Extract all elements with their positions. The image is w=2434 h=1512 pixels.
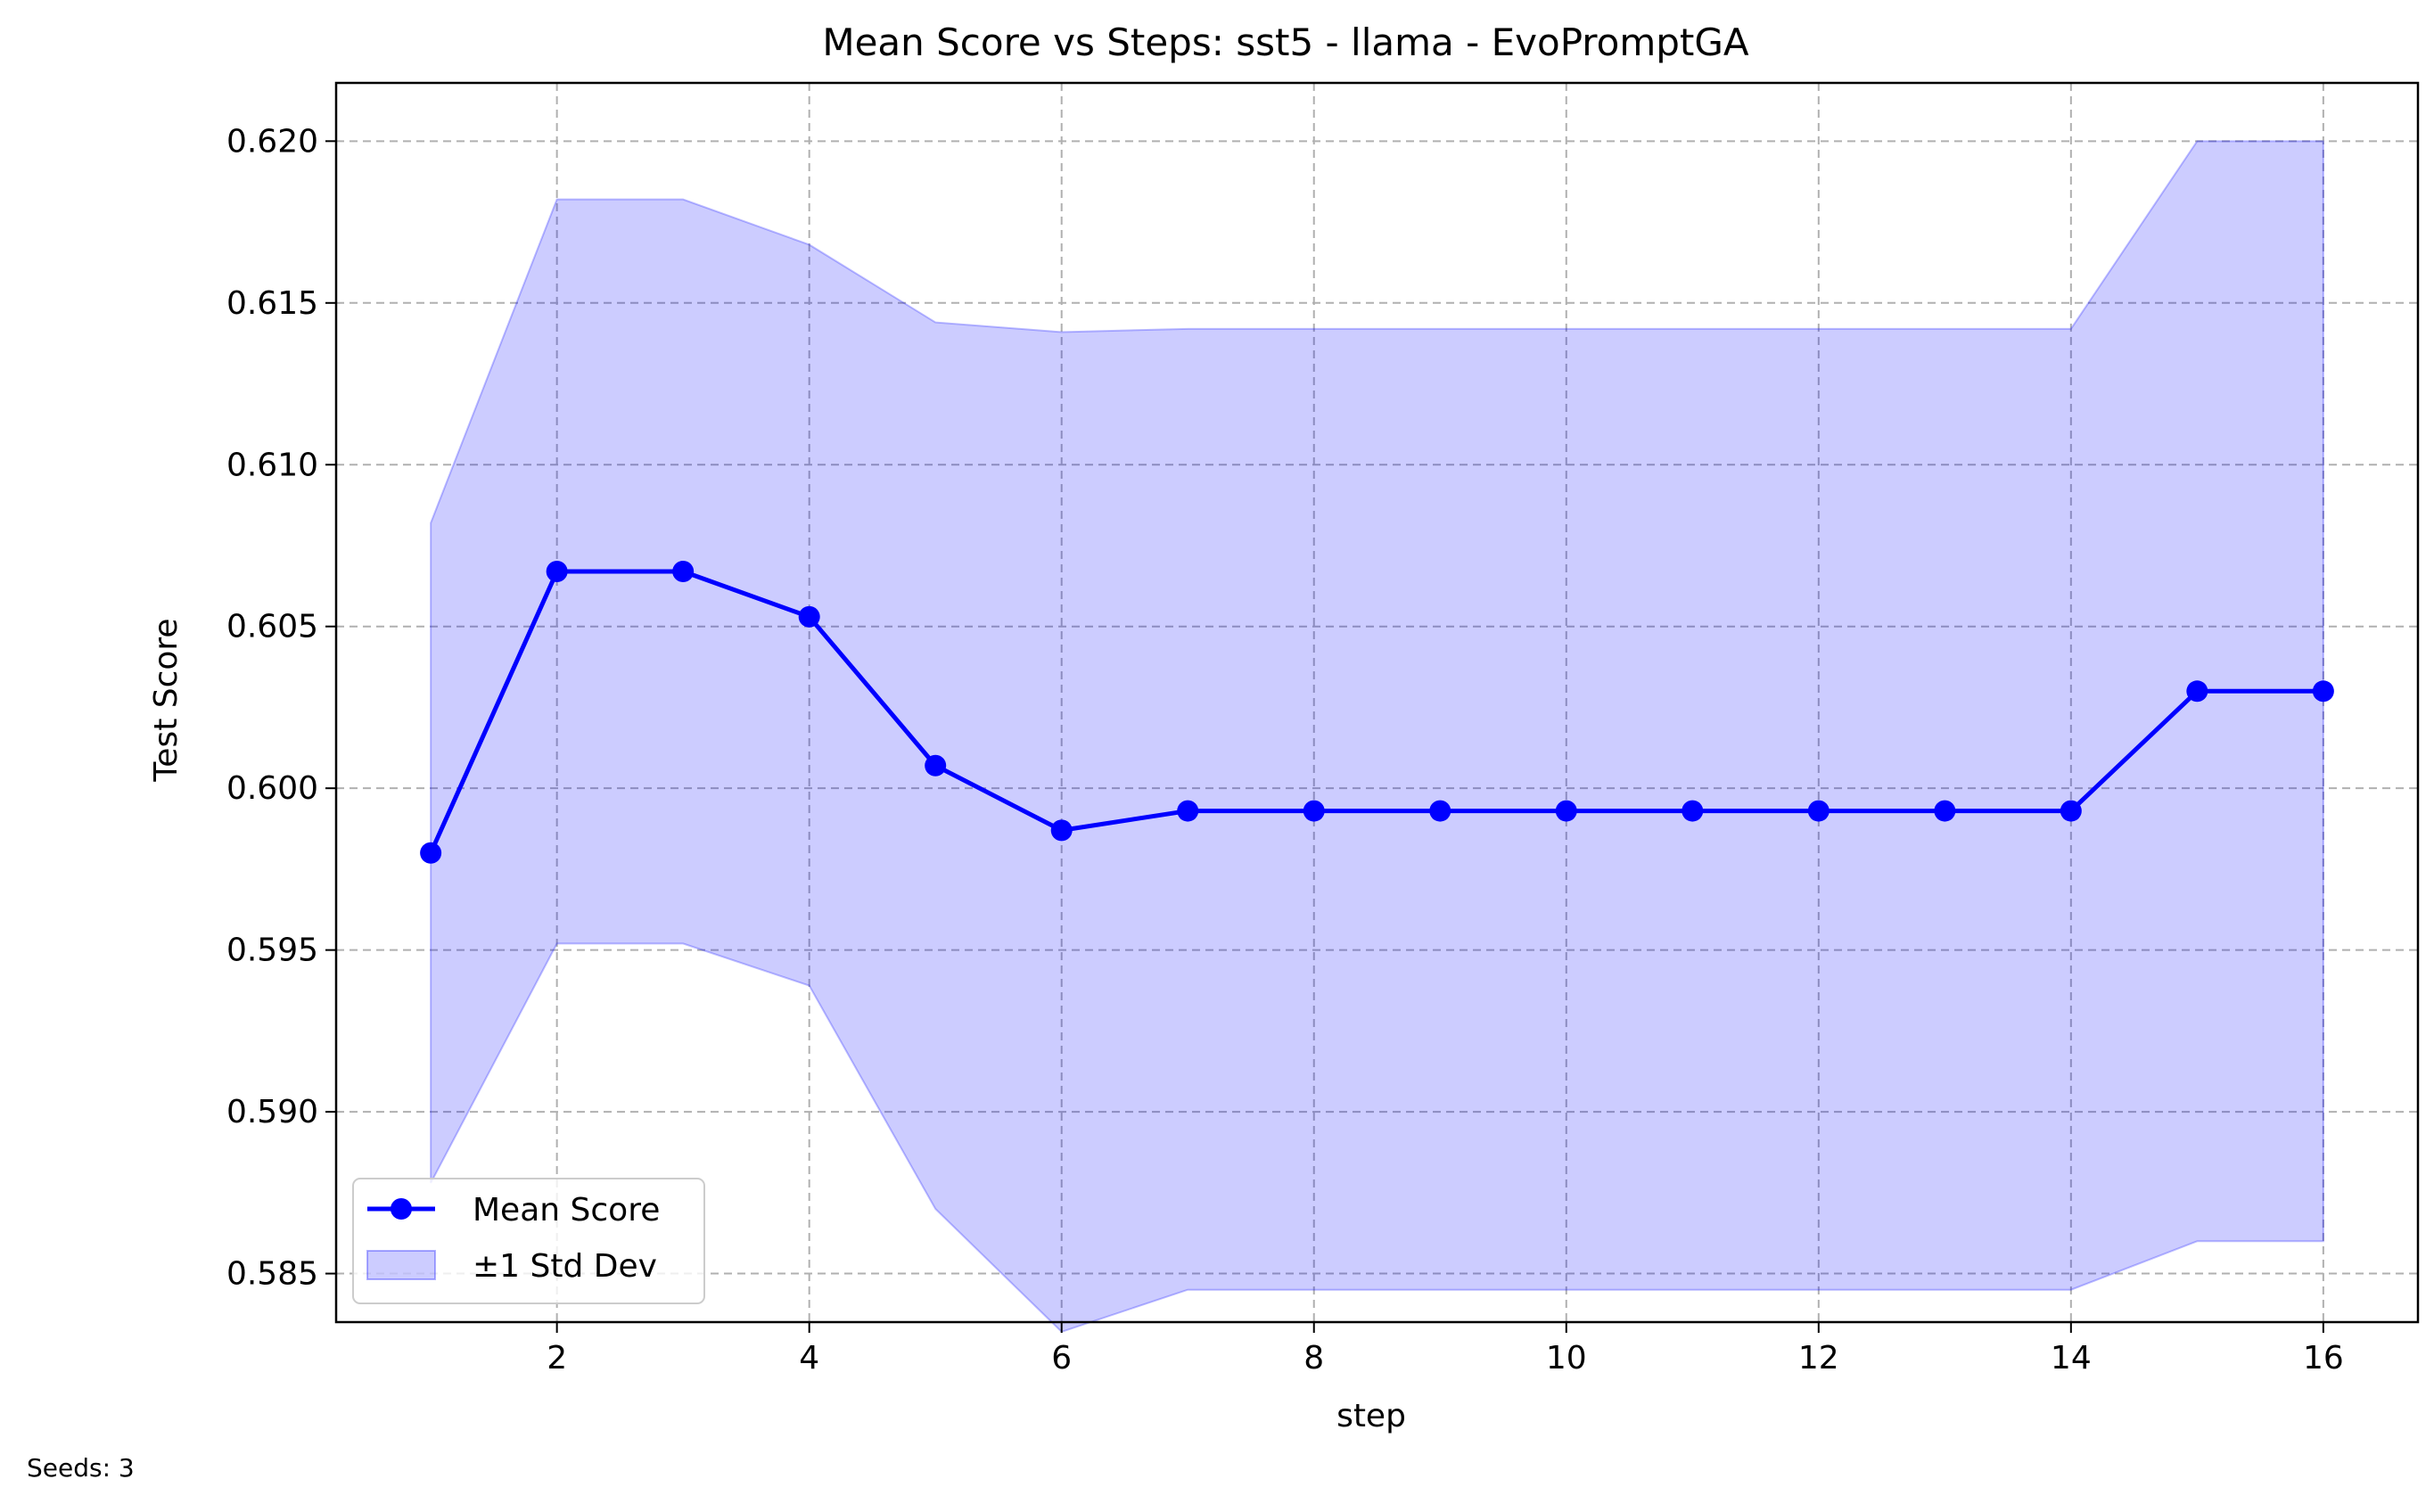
y-tick-label: 0.590 <box>226 1094 318 1130</box>
x-tick-label: 4 <box>799 1340 819 1376</box>
y-axis: 0.585 0.590 0.595 0.600 0.605 0.610 0.615 0.620 <box>226 123 336 1293</box>
legend-label-mean: Mean Score <box>473 1192 660 1228</box>
x-axis: 2 4 6 8 10 12 14 16 <box>547 1322 2344 1376</box>
mean-score-point <box>1555 800 1577 822</box>
grid-layer <box>336 83 2418 1322</box>
mean-score-point <box>1807 800 1830 822</box>
x-axis-label: step <box>1336 1398 1406 1434</box>
series-layer <box>420 561 2334 864</box>
y-tick-label: 0.600 <box>226 770 318 807</box>
x-tick-label: 12 <box>1798 1340 1839 1376</box>
seeds-footnote: Seeds: 3 <box>27 1453 135 1483</box>
y-tick-label: 0.615 <box>226 285 318 322</box>
mean-score-point <box>1682 800 1704 822</box>
x-tick-label: 14 <box>2051 1340 2092 1376</box>
x-tick-label: 8 <box>1303 1340 1324 1376</box>
mean-score-point <box>2312 680 2334 703</box>
mean-score-point <box>672 561 695 583</box>
mean-score-point <box>546 561 568 583</box>
mean-score-point <box>925 754 947 777</box>
mean-score-point <box>2186 680 2208 703</box>
legend-label-std: ±1 Std Dev <box>473 1248 657 1285</box>
mean-score-point <box>1429 800 1451 822</box>
y-tick-label: 0.610 <box>226 447 318 483</box>
legend-box <box>352 1178 705 1304</box>
x-tick-label: 6 <box>1051 1340 1072 1376</box>
plot-frame <box>334 81 2420 1324</box>
mean-score-point <box>1177 800 1199 822</box>
mean-score-line <box>428 569 2323 854</box>
x-tick-label: 10 <box>1546 1340 1587 1376</box>
y-tick-label: 0.620 <box>226 123 318 160</box>
y-tick-label: 0.595 <box>226 933 318 969</box>
x-tick-label: 16 <box>2303 1340 2344 1376</box>
mean-score-point <box>420 842 442 864</box>
mean-score-point <box>798 605 820 628</box>
chart-title: Mean Score vs Steps: sst5 - llama - EvoP… <box>822 21 1749 64</box>
std-band-layer <box>430 140 2324 1334</box>
legend-band-swatch <box>366 1250 436 1280</box>
mean-score-point <box>1934 800 1956 822</box>
mean-score-point <box>2060 800 2082 822</box>
x-tick-label: 2 <box>547 1340 567 1376</box>
std-dev-band <box>430 140 2324 1334</box>
y-tick-label: 0.585 <box>226 1256 318 1293</box>
y-tick-label: 0.605 <box>226 609 318 645</box>
legend: Mean Score ±1 Std Dev <box>352 1178 705 1304</box>
y-axis-label: Test Score <box>148 618 185 782</box>
legend-point-marker <box>391 1198 412 1220</box>
mean-score-point <box>1303 800 1325 822</box>
mean-score-point <box>1050 819 1073 842</box>
